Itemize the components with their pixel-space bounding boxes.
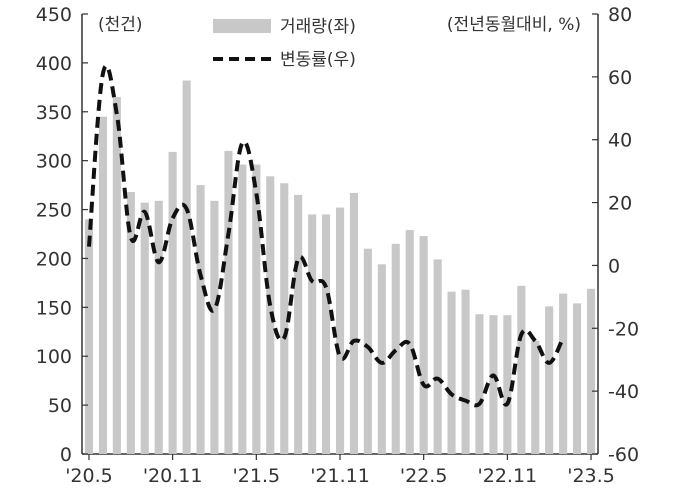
- bar: [112, 97, 121, 454]
- bar: [294, 194, 303, 454]
- legend-bar-swatch: [213, 19, 271, 33]
- bar-series: [84, 80, 596, 455]
- right-tick-label: 0: [608, 255, 620, 277]
- bar: [280, 183, 289, 454]
- left-tick-label: 150: [36, 297, 72, 319]
- bar: [349, 192, 358, 454]
- left-tick-label: 50: [48, 395, 72, 417]
- bar: [559, 293, 568, 454]
- bar: [573, 303, 582, 454]
- bar: [336, 207, 345, 454]
- x-tick-label: '21.11: [310, 465, 370, 487]
- bar: [531, 340, 540, 454]
- bar: [447, 291, 456, 454]
- left-tick-label: 0: [60, 444, 72, 466]
- bar: [377, 264, 386, 454]
- left-tick-label: 350: [36, 102, 72, 124]
- x-tick-label: '20.5: [65, 465, 113, 487]
- bar: [433, 259, 442, 454]
- bar: [308, 214, 317, 454]
- bar: [182, 80, 191, 454]
- bar: [154, 200, 163, 454]
- bar: [210, 200, 219, 454]
- bar: [419, 236, 428, 454]
- bar: [224, 150, 233, 454]
- right-tick-label: -20: [608, 318, 639, 340]
- bar: [168, 151, 177, 454]
- right-tick-label: 20: [608, 193, 632, 215]
- change-rate-line: [87, 64, 565, 408]
- x-tick-label: '22.11: [478, 465, 538, 487]
- bar: [252, 164, 261, 454]
- x-tick-label: '23.5: [567, 465, 615, 487]
- bar: [587, 288, 596, 454]
- legend-line-label: 변동률(우): [280, 50, 356, 70]
- left-tick-label: 400: [36, 53, 72, 75]
- legend-bar-label: 거래량(좌): [280, 17, 356, 37]
- x-tick-label: '20.11: [143, 465, 203, 487]
- bar: [238, 164, 247, 454]
- left-tick-label: 450: [36, 4, 72, 26]
- line-series: [87, 64, 565, 408]
- x-tick-label: '22.5: [400, 465, 448, 487]
- bar: [363, 248, 372, 454]
- legend: 거래량(좌) 변동률(우): [213, 17, 356, 70]
- left-axis-unit: (천건): [98, 15, 143, 35]
- bar: [126, 192, 135, 454]
- right-tick-label: -40: [608, 381, 639, 403]
- bar: [489, 315, 498, 454]
- left-tick-label: 250: [36, 200, 72, 222]
- bar: [475, 314, 484, 454]
- bar: [98, 116, 107, 454]
- bar: [196, 185, 205, 454]
- left-tick-label: 100: [36, 346, 72, 368]
- bar: [84, 219, 93, 454]
- right-tick-label: 60: [608, 67, 632, 89]
- right-axis-unit: (전년동월대비, %): [447, 15, 581, 35]
- bar: [461, 289, 470, 454]
- left-tick-label: 200: [36, 248, 72, 270]
- axes: 450400350300250200150100500806040200-20-…: [36, 4, 639, 487]
- right-tick-label: -60: [608, 444, 639, 466]
- right-tick-label: 40: [608, 130, 632, 152]
- x-tick-label: '21.5: [233, 465, 281, 487]
- bar: [545, 306, 554, 454]
- bar: [322, 214, 331, 454]
- left-tick-label: 300: [36, 151, 72, 173]
- bar: [140, 202, 149, 454]
- bar: [503, 315, 512, 454]
- right-tick-label: 80: [608, 4, 632, 26]
- bar: [517, 285, 526, 454]
